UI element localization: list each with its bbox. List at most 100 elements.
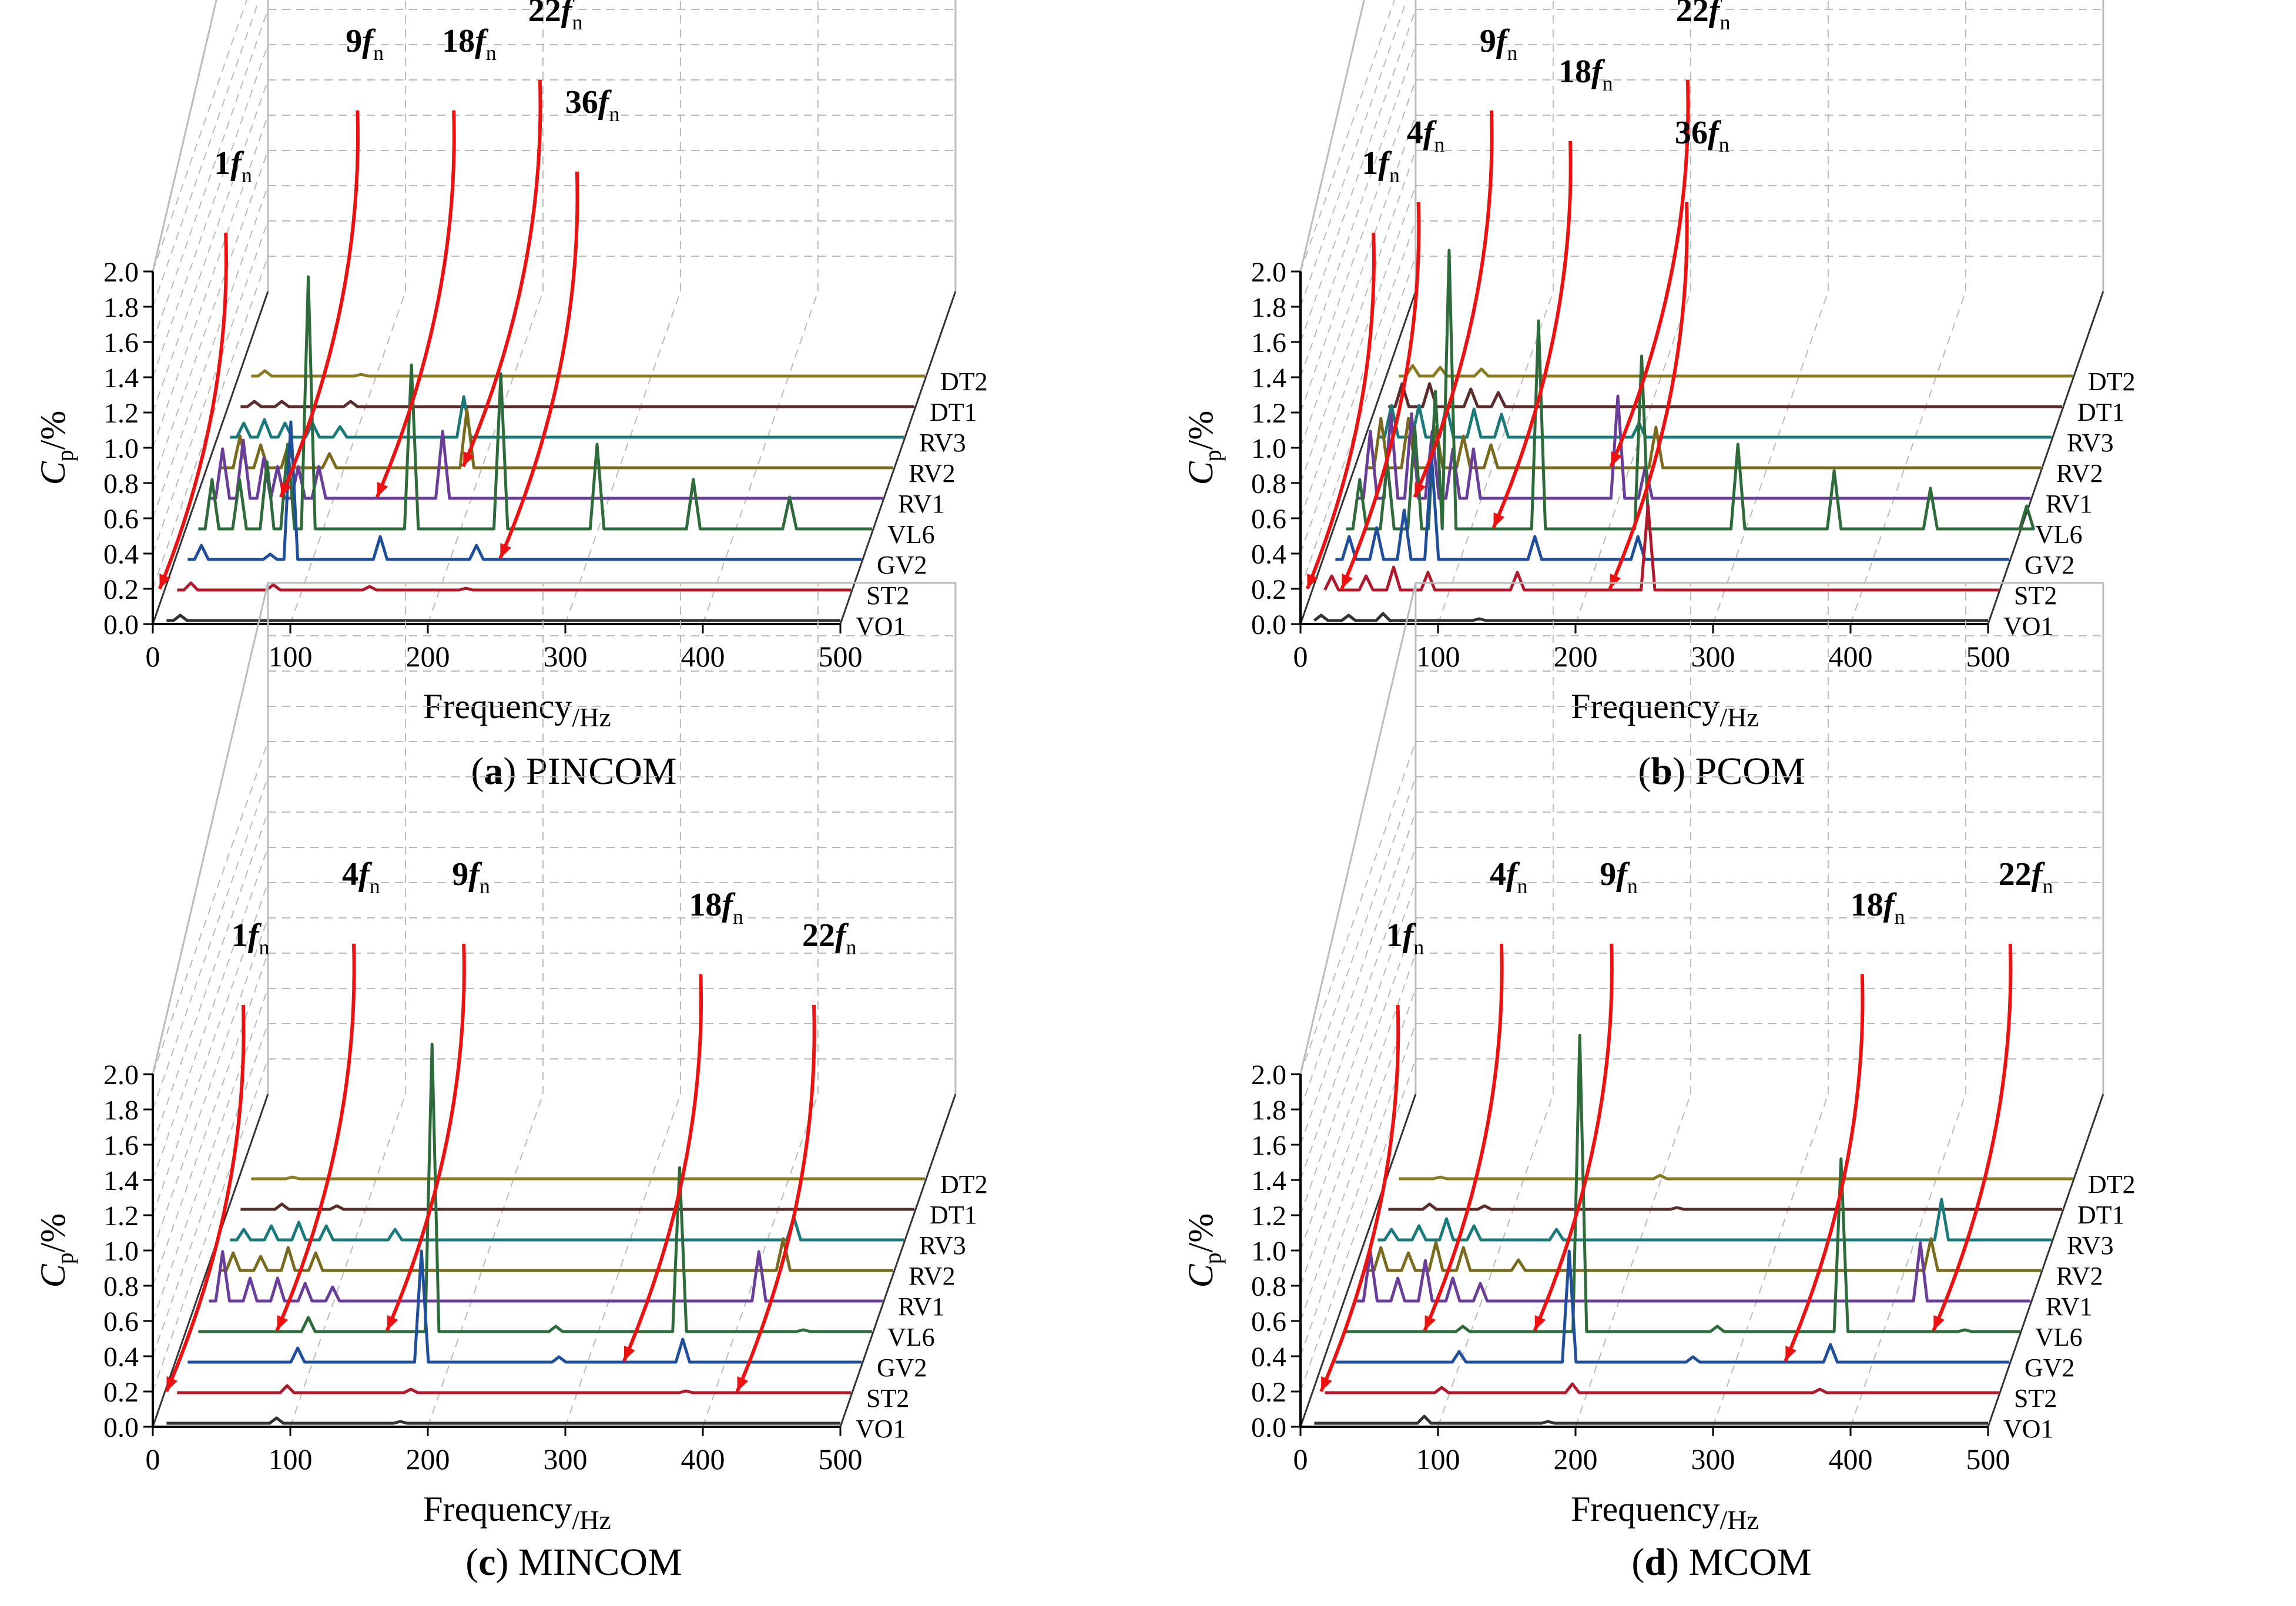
trend-arrow-head [1785, 1346, 1797, 1361]
trend-arrow [1340, 202, 1421, 590]
y-tick-label: 0.2 [103, 574, 139, 605]
x-tick-label: 500 [1966, 640, 2010, 673]
side-gridline [1300, 917, 1416, 1251]
series-line-RV3 [230, 395, 904, 439]
series-label-DT1: DT1 [2077, 398, 2125, 427]
y-tick-label: 0.6 [103, 504, 139, 535]
y-tick-label: 0.4 [1251, 539, 1286, 570]
y-axis-label: Cp/% [33, 1213, 78, 1288]
x-axis-label: Frequency/Hz [423, 1490, 611, 1535]
series-line-RV1 [209, 1250, 883, 1303]
series-label-RV3: RV3 [2067, 428, 2114, 457]
series-label-RV2: RV2 [909, 459, 956, 488]
trend-arrow-head [624, 1346, 635, 1361]
grid [152, 582, 957, 1427]
floor-gridline [1712, 291, 1829, 625]
series-line-DT1 [1388, 1202, 2062, 1211]
trend-arrow [275, 943, 356, 1332]
x-tick-label: 200 [1554, 640, 1598, 673]
side-gridline [152, 812, 269, 1145]
y-tick-label: 2.0 [1251, 257, 1286, 288]
x-tick-label: 0 [1293, 640, 1308, 673]
series-line-RV3 [1377, 404, 2052, 439]
harmonic-annotation: 36fn [1675, 115, 1729, 156]
side-gridline [1300, 776, 1416, 1110]
trend-arrow-head [1342, 574, 1353, 589]
trend-arrow-head [463, 451, 475, 467]
y-axis-label: Cp/% [33, 411, 78, 485]
trend-arrow-head [1307, 574, 1319, 589]
trend-arrow-head [280, 482, 292, 497]
floor-left-edge [1299, 291, 1417, 625]
y-tick-label: 1.0 [103, 1236, 139, 1267]
x-tick-label: 500 [819, 640, 863, 673]
series-label-DT2: DT2 [940, 1170, 988, 1199]
y-tick-label: 0.6 [103, 1306, 139, 1337]
trend-arrow-head [166, 1376, 178, 1392]
floor-left-edge [152, 1094, 269, 1427]
trend-arrow [1423, 943, 1504, 1332]
series-line-ST2 [1325, 1382, 1999, 1394]
side-gridline [152, 917, 269, 1251]
y-tick-label: 0.8 [103, 1271, 139, 1302]
trend-arrow [165, 1004, 246, 1393]
side-edge [152, 582, 269, 1075]
floor-gridline [1850, 291, 1966, 625]
series-label-RV2: RV2 [2056, 459, 2103, 488]
side-gridline [152, 847, 269, 1181]
series-label-DT1: DT1 [2077, 1201, 2125, 1229]
trend-arrow-head [1933, 1315, 1945, 1330]
series-label-VO1: VO1 [856, 1414, 906, 1443]
series-label-RV3: RV3 [919, 428, 966, 457]
series-label-RV2: RV2 [2056, 1262, 2103, 1290]
y-tick-label: 1.4 [103, 363, 139, 394]
y-tick-label: 0.8 [103, 468, 139, 499]
side-gridline [152, 150, 269, 484]
series-line-RV3 [1377, 1198, 2052, 1242]
annotations: 9fn 18fn 22fn 36fn 1fn [157, 0, 619, 590]
side-gridline [152, 44, 269, 378]
y-tick-label: 0.0 [103, 1412, 139, 1443]
y-tick-label: 0.4 [103, 1342, 139, 1373]
trend-arrow-head [1415, 482, 1426, 497]
annotations: 9fn 18fn 22fn 4fn 1fn [165, 856, 857, 1393]
back-wall [267, 582, 957, 1094]
trend-arrow-head [159, 574, 171, 589]
side-gridline [152, 0, 260, 307]
x-tick-label: 300 [1691, 1443, 1735, 1476]
y-tick-label: 2.0 [103, 257, 139, 288]
side-gridline [1300, 1023, 1416, 1357]
trend-arrow [498, 171, 579, 559]
series-line-RV2 [1367, 417, 2041, 470]
harmonic-annotation: 9fn [346, 23, 384, 65]
harmonic-annotation: 18fn [1558, 53, 1613, 95]
floor-gridline [565, 291, 681, 625]
chart-panel-c: 0 100 200 300 400 500 0.0 0.2 0.4 0.6 0.8 1.0 1.2 1.4… [0, 582, 1148, 1605]
side-gridline [1300, 741, 1416, 1075]
side-edge [1299, 0, 1365, 272]
y-tick-label: 0.8 [1251, 468, 1286, 499]
y-tick-label: 1.6 [103, 327, 139, 358]
x-tick-label: 300 [544, 640, 588, 673]
series-line-VL6 [1346, 1034, 2020, 1333]
x-tick-label: 0 [146, 1443, 160, 1476]
x-tick-label: 100 [1416, 1443, 1460, 1476]
harmonic-annotation: 1fn [1362, 145, 1400, 187]
y-tick-label: 2.0 [1251, 1060, 1286, 1091]
y-tick-label: 1.8 [1251, 292, 1286, 323]
floor-gridline [427, 1094, 544, 1427]
axes: 0 100 200 300 400 500 0.0 0.2 0.4 0.6 0.8 1.0 1.2 1.4… [33, 1060, 863, 1535]
harmonic-annotation: 4fn [342, 856, 380, 898]
y-tick-label: 0.4 [1251, 1342, 1286, 1373]
x-tick-label: 400 [681, 1443, 725, 1476]
series-line-ST2 [177, 1384, 851, 1394]
series-label-DT2: DT2 [2088, 367, 2136, 396]
side-gridline [1300, 44, 1416, 378]
grid [152, 0, 957, 625]
series-line-VL6 [1346, 249, 2035, 531]
y-tick-label: 1.2 [103, 398, 139, 429]
series-label-VO1: VO1 [2003, 1414, 2054, 1443]
harmonic-annotation: 4fn [1490, 856, 1528, 898]
